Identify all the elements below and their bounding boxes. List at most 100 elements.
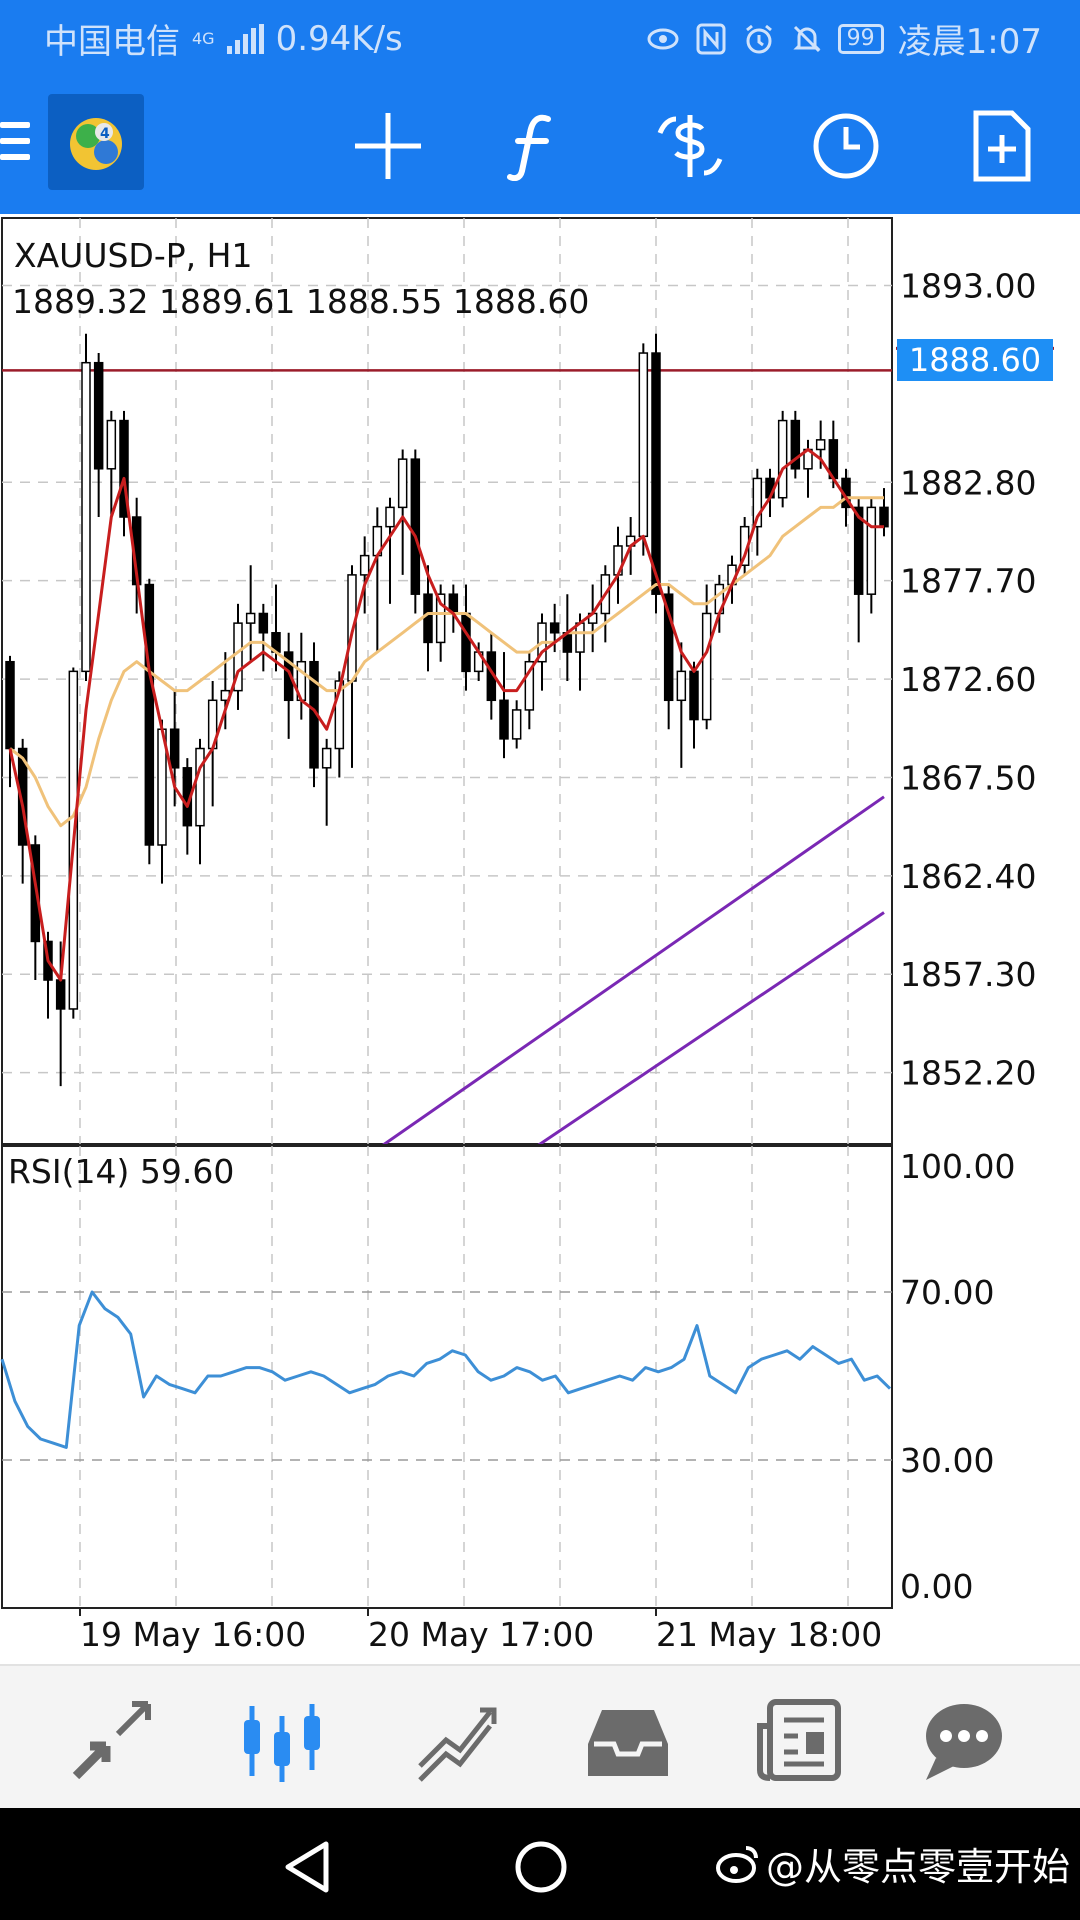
slow-ma-line [9,496,884,828]
candle-body [435,593,446,644]
chat-icon [926,1704,1002,1780]
chat-tab[interactable] [918,1696,1006,1784]
watermark: @从零点零壹开始 [715,1836,1070,1891]
indicators-icon [507,114,551,181]
candle-body [258,612,269,634]
candle-body [30,844,41,943]
timeframe-button[interactable] [806,106,886,186]
current-price-badge: 1888.60 [897,339,1053,381]
time-axis-label: 19 May 16:00 [80,1615,306,1654]
history-tab[interactable] [584,1696,672,1784]
news-tab[interactable] [756,1696,844,1784]
trade-button[interactable] [650,106,730,186]
candle-body [790,419,801,470]
symbol-label: XAUUSD-P, H1 [14,236,253,275]
chart-icon [244,1704,320,1782]
price-tick-label: 1877.70 [900,562,1036,601]
price-tick-label: 1852.20 [900,1054,1036,1093]
candle-body [321,747,332,769]
candle-body [385,506,395,528]
mute-icon [793,25,821,52]
candle-body [169,728,180,769]
candle-body [499,699,509,740]
candle-body [119,419,129,518]
news-icon [757,1699,841,1781]
candle-body [359,554,370,576]
candle-body [5,660,15,750]
price-tick-label: 1857.30 [900,955,1036,994]
candle-body [651,352,661,595]
new-order-icon [973,110,1031,182]
candle-body [93,361,104,470]
rsi-tick-label: 70.00 [900,1273,994,1312]
metatrader-logo[interactable]: 4 [48,94,144,190]
carrier-label: 中国电信 [44,22,180,62]
price-tick-label: 1867.50 [900,758,1036,797]
crosshair-button[interactable] [348,106,428,186]
candle-body [144,583,155,846]
chart-area[interactable]: 1893.00 1882.80 1877.70 1872.60 1867.50 1862.… [0,214,1080,1664]
price-tick-label: 1872.60 [900,660,1036,699]
candle-body [423,593,433,644]
quotes-tab[interactable] [68,1696,156,1784]
long-ma-line [381,795,885,1144]
back-icon[interactable] [282,1840,332,1894]
candle-body [638,352,649,538]
candle-body [81,361,91,673]
rsi-pane-border [1,1145,893,1609]
main-pane-border [1,217,893,1145]
price-tick-label: 1882.80 [900,463,1036,502]
rsi-tick-label: 0.00 [900,1567,973,1606]
watermark-text: @从零点零壹开始 [765,1845,1070,1889]
new-order-button[interactable] [962,106,1042,186]
app-toolbar: 4 [0,76,1080,214]
time-axis-label: 21 May 18:00 [656,1615,882,1654]
fast-ma-line [8,448,884,982]
candle-body [676,670,687,702]
home-icon[interactable] [514,1840,568,1894]
bottom-nav [0,1664,1080,1808]
system-nav-bar: @从零点零壹开始 [0,1808,1080,1920]
price-tick-label: 1862.40 [900,857,1036,896]
quotes-icon [72,1701,151,1780]
eye-icon [647,28,679,49]
svg-text:4: 4 [100,126,110,142]
candle-body [245,612,256,624]
clock: 凌晨1:07 [897,22,1042,62]
indicators-button[interactable] [494,106,574,186]
candle-body [689,670,699,721]
trade-tab[interactable] [414,1696,502,1784]
trade-icon [657,115,723,177]
candle-body [511,709,522,740]
candle-body [524,660,535,711]
signal-icon [226,23,264,54]
network-speed: 0.94K/s [275,18,403,59]
nfc-icon [696,23,726,54]
candle-body [410,458,421,595]
crosshair-icon [355,113,421,179]
rsi-line [0,1290,892,1449]
long-ma-line [537,911,885,1144]
candle-body [17,747,28,846]
battery-icon: 99 [837,23,884,54]
price-tick-label: 1893.00 [900,267,1036,306]
timeframe-icon [813,113,879,179]
network-label: 4G [192,28,215,48]
trade-icon [418,1707,497,1782]
menu-icon[interactable] [0,122,30,168]
candle-body [866,506,877,595]
rsi-tick-label: 100.00 [900,1147,1015,1186]
candle-body [397,458,408,509]
candle-body [752,477,763,528]
time-axis-label: 20 May 17:00 [368,1615,594,1654]
candle-body [55,979,66,1010]
chart-tab[interactable] [238,1696,326,1784]
status-bar: 中国电信 4G 0.94K/s 99 凌晨1:07 [0,0,1080,76]
history-icon [588,1710,668,1776]
alarm-icon [745,24,772,53]
price-chart[interactable]: 1893.00 1882.80 1877.70 1872.60 1867.50 1862.… [0,214,1080,1664]
candle-body [575,622,585,653]
candle-body [461,612,471,673]
weibo-icon [715,1845,758,1883]
